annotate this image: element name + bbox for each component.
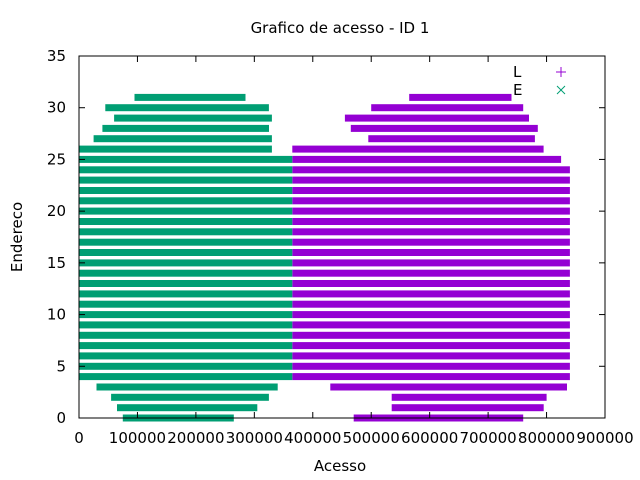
- band-l-27: [368, 135, 535, 143]
- plot-frame: [78, 55, 606, 419]
- band-l-5: [292, 362, 570, 370]
- x-tick-label-6: 600000: [401, 429, 458, 447]
- band-l-24: [292, 166, 570, 174]
- band-l-17: [292, 238, 570, 246]
- band-e-9: [79, 321, 293, 329]
- band-l-10: [292, 311, 570, 319]
- band-l-29: [344, 114, 529, 122]
- band-l-28: [350, 124, 538, 132]
- band-e-5: [79, 362, 293, 370]
- band-l-9: [292, 321, 570, 329]
- band-l-26: [292, 145, 544, 153]
- band-l-13: [292, 280, 570, 287]
- y-tick-label-0: 0: [56, 409, 66, 427]
- x-tick-label-5: 500000: [343, 429, 400, 447]
- band-e-15: [79, 259, 293, 267]
- legend-label-e: E: [513, 81, 522, 99]
- band-l-21: [292, 197, 570, 205]
- legend-label-l: L: [513, 63, 522, 81]
- legend-marker-l: [556, 67, 566, 77]
- x-tick-label-2: 200000: [167, 429, 224, 447]
- y-tick-label-1: 5: [56, 357, 66, 375]
- band-e-23: [79, 176, 293, 184]
- chart-title: Grafico de acesso - ID 1: [251, 19, 430, 37]
- band-e-28: [102, 124, 270, 132]
- band-e-10: [79, 311, 293, 319]
- y-tick-label-5: 25: [47, 150, 66, 168]
- band-l-18: [292, 228, 570, 236]
- band-e-21: [79, 197, 293, 205]
- legend-marker-e: [556, 85, 566, 95]
- x-tick-label-8: 800000: [518, 429, 575, 447]
- band-e-2: [111, 393, 269, 401]
- band-e-27: [93, 135, 272, 143]
- y-tick-label-7: 35: [47, 47, 66, 65]
- band-l-3: [330, 383, 567, 391]
- band-l-4: [292, 373, 570, 381]
- band-l-31: [409, 93, 512, 101]
- band-e-12: [79, 290, 293, 298]
- band-e-17: [79, 238, 293, 246]
- x-tick-label-7: 700000: [459, 429, 516, 447]
- x-tick-label-0: 0: [74, 429, 84, 447]
- band-l-7: [292, 342, 570, 350]
- band-l-11: [292, 300, 570, 308]
- x-tick-label-1: 100000: [109, 429, 166, 447]
- band-e-4: [79, 373, 293, 381]
- band-l-1: [391, 404, 544, 412]
- y-tick-label-3: 15: [47, 254, 66, 272]
- band-l-22: [292, 187, 570, 194]
- band-e-22: [79, 187, 293, 194]
- band-e-30: [105, 104, 269, 112]
- band-e-11: [79, 300, 293, 308]
- y-tick-label-2: 10: [47, 306, 66, 324]
- y-tick-label-4: 20: [47, 202, 66, 220]
- band-e-24: [79, 166, 293, 174]
- band-e-6: [79, 352, 293, 360]
- band-l-15: [292, 259, 570, 267]
- band-l-20: [292, 207, 570, 215]
- axis-ticks: 0 100000 200000 300000 400000 500000 600000 700…: [47, 47, 634, 447]
- band-e-16: [79, 249, 293, 256]
- x-tick-label-9: 900000: [576, 429, 633, 447]
- band-l-6: [292, 352, 570, 360]
- band-e-29: [114, 114, 272, 122]
- x-axis-label: Acesso: [314, 457, 366, 475]
- band-l-30: [371, 104, 524, 112]
- band-l-16: [292, 249, 570, 256]
- band-l-12: [292, 290, 570, 298]
- x-tick-label-3: 300000: [226, 429, 283, 447]
- band-e-31: [134, 93, 246, 101]
- band-e-14: [79, 269, 293, 277]
- y-tick-label-6: 30: [47, 99, 66, 117]
- band-e-1: [117, 404, 258, 412]
- band-e-18: [79, 228, 293, 236]
- band-e-25: [79, 155, 293, 163]
- band-l-19: [292, 218, 570, 225]
- legend: L E: [513, 63, 566, 99]
- band-l-25: [292, 155, 562, 163]
- band-e-20: [79, 207, 293, 215]
- band-e-7: [79, 342, 293, 350]
- y-axis-label: Endereco: [8, 202, 26, 272]
- band-l-14: [292, 269, 570, 277]
- band-e-26: [79, 145, 272, 153]
- band-l-2: [391, 393, 547, 401]
- band-e-3: [96, 383, 278, 391]
- band-l-8: [292, 331, 570, 339]
- x-tick-label-4: 400000: [284, 429, 341, 447]
- band-e-8: [79, 331, 293, 339]
- band-e-13: [79, 280, 293, 287]
- band-l-23: [292, 176, 570, 184]
- band-e-19: [79, 218, 293, 225]
